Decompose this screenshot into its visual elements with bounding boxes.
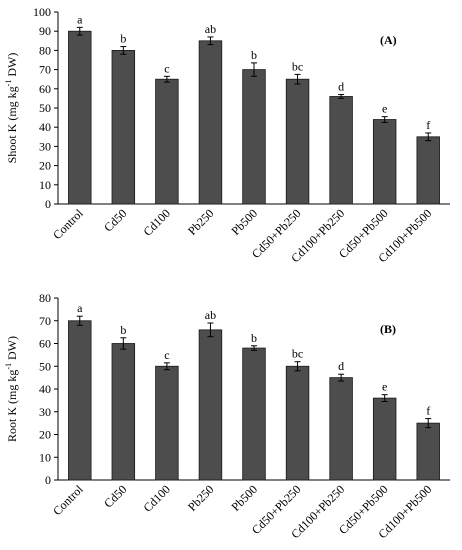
bar [416,136,440,205]
y-tick-label: 80 [39,291,51,305]
bar [68,320,92,481]
bar [329,377,353,481]
significance-letter: d [338,359,344,373]
y-axis-label-sup: -1 [4,363,13,370]
x-tick-label: Pb500 [229,482,261,514]
y-axis-label-main: Root K (mg kg [5,370,19,442]
y-tick-label: 70 [39,63,51,77]
significance-letter: c [164,348,169,362]
significance-letter: bc [292,59,303,73]
bar [155,365,179,481]
bar [416,422,440,481]
significance-letter: b [251,48,257,62]
y-tick-label: 40 [39,120,51,134]
y-axis-label: Root K (mg kg-1 DW) [4,336,19,442]
y-axis-label-sup: -1 [4,80,13,87]
bar [198,329,223,481]
y-tick-label: 0 [45,197,51,211]
bar [329,96,353,205]
x-tick-label: Control [50,206,86,242]
bar [372,119,397,205]
y-tick-label: 50 [39,359,51,373]
y-axis-label-tail: DW) [5,53,19,80]
x-tick-label: Pb250 [185,482,217,514]
bar [111,50,136,205]
x-tick-label: Cd100 [140,482,173,515]
y-tick-label: 90 [39,24,51,38]
y-tick-label: 10 [39,178,51,192]
panel-label: (A) [380,33,397,47]
significance-letter: d [338,80,344,94]
significance-letter: b [120,323,126,337]
y-tick-label: 30 [39,405,51,419]
y-tick-label: 60 [39,82,51,96]
significance-letter: a [77,301,83,315]
chart-shoot-k: 0 10 20 30 40 50 60 70 80 90 100 Shoot K (mg kg-1 D… [4,5,450,265]
significance-letter: e [382,380,387,394]
bar [285,365,310,481]
y-tick-label: 20 [39,159,51,173]
significance-letter: a [77,12,83,26]
bar [242,69,266,205]
significance-letter: c [164,61,169,75]
y-tick-label: 40 [39,382,51,396]
significance-letter: b [251,331,257,345]
bar [111,343,136,481]
y-axis-label-tail: DW) [5,336,19,363]
y-tick-label: 60 [39,337,51,351]
bar [68,30,92,205]
y-axis-label: Shoot K (mg kg-1 DW) [4,53,19,164]
significance-letter: ab [205,22,216,36]
x-tick-label: Pb500 [229,206,261,238]
chart-root-k: 0 10 20 30 40 50 60 70 80 Root K (mg kg-1 DW) (B) a… [4,291,450,541]
y-tick-label: 20 [39,428,51,442]
x-tick-label: Cd50 [101,482,129,510]
y-tick-label: 100 [33,5,51,19]
panel-label: (B) [380,322,396,336]
y-tick-label: 50 [39,101,51,115]
x-tick-label: Cd100 [140,206,173,239]
y-tick-label: 80 [39,43,51,57]
y-tick-label: 30 [39,139,51,153]
bar [372,397,397,481]
bar [155,78,179,205]
y-tick-label: 10 [39,450,51,464]
y-tick-label: 0 [45,473,51,487]
significance-letter: b [120,32,126,46]
significance-letter: e [382,102,387,116]
significance-letter: f [426,118,430,132]
significance-letter: bc [292,347,303,361]
bar [285,78,310,205]
x-tick-label: Pb250 [185,206,217,238]
x-tick-label: Cd50 [101,206,129,234]
x-tick-label: Control [50,482,86,518]
significance-letter: ab [205,308,216,322]
bar [198,40,223,205]
y-tick-label: 70 [39,314,51,328]
bar [242,347,266,481]
significance-letter: f [426,404,430,418]
y-axis-label-main: Shoot K (mg kg [5,86,19,163]
